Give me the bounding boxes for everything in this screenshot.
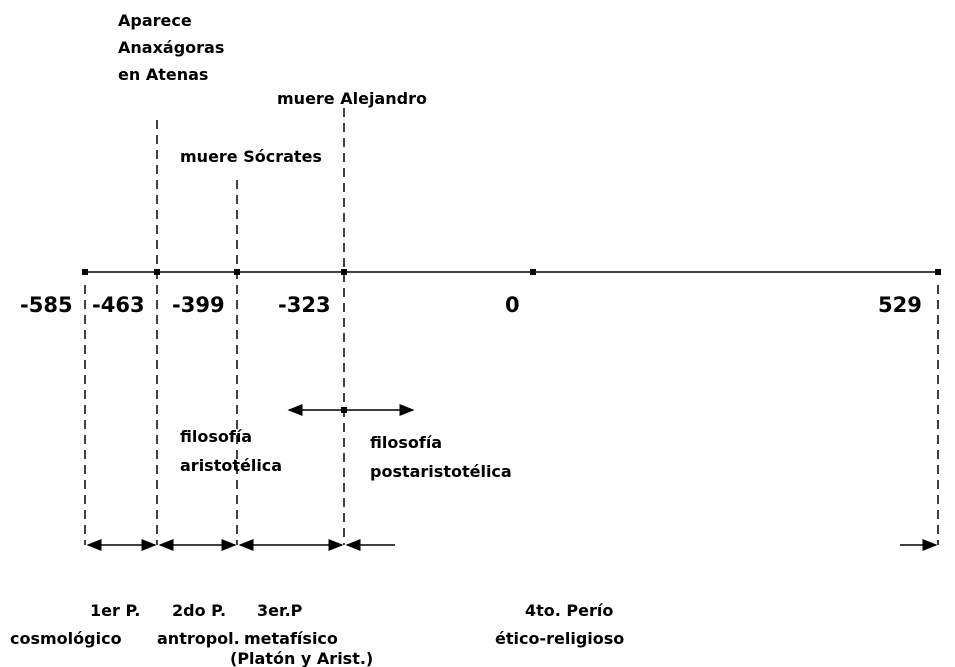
period-label: 3er.P xyxy=(257,601,303,620)
period-label: 1er P. xyxy=(90,601,140,620)
year: -463 xyxy=(92,293,145,317)
event-label: Anaxágoras xyxy=(118,38,224,57)
event-label: Aparece xyxy=(118,11,192,30)
dashed-lines xyxy=(84,108,939,545)
period-label: cosmológico xyxy=(10,629,122,648)
year: -399 xyxy=(172,293,225,317)
period-label: 4to. Perío xyxy=(525,601,613,620)
philosophy-label: aristotélica xyxy=(180,456,282,475)
philosophy-arrow xyxy=(287,404,415,416)
period-label: 2do P. xyxy=(172,601,226,620)
period-label: ético-religioso xyxy=(495,629,624,648)
period-label: antropol. xyxy=(157,629,240,648)
period-label: (Platón y Arist.) xyxy=(230,649,373,667)
philosophy-label: filosofía xyxy=(180,427,252,446)
year: -323 xyxy=(278,293,331,317)
event-label: muere Alejandro xyxy=(277,89,427,108)
year: 529 xyxy=(878,293,922,317)
philosophy-label: postaristotélica xyxy=(370,462,512,481)
period-label: metafísico xyxy=(244,629,338,648)
year: 0 xyxy=(505,293,520,317)
philosophy-label: filosofía xyxy=(370,433,442,452)
year: -585 xyxy=(20,293,73,317)
event-label: en Atenas xyxy=(118,65,208,84)
event-label: muere Sócrates xyxy=(180,147,322,166)
